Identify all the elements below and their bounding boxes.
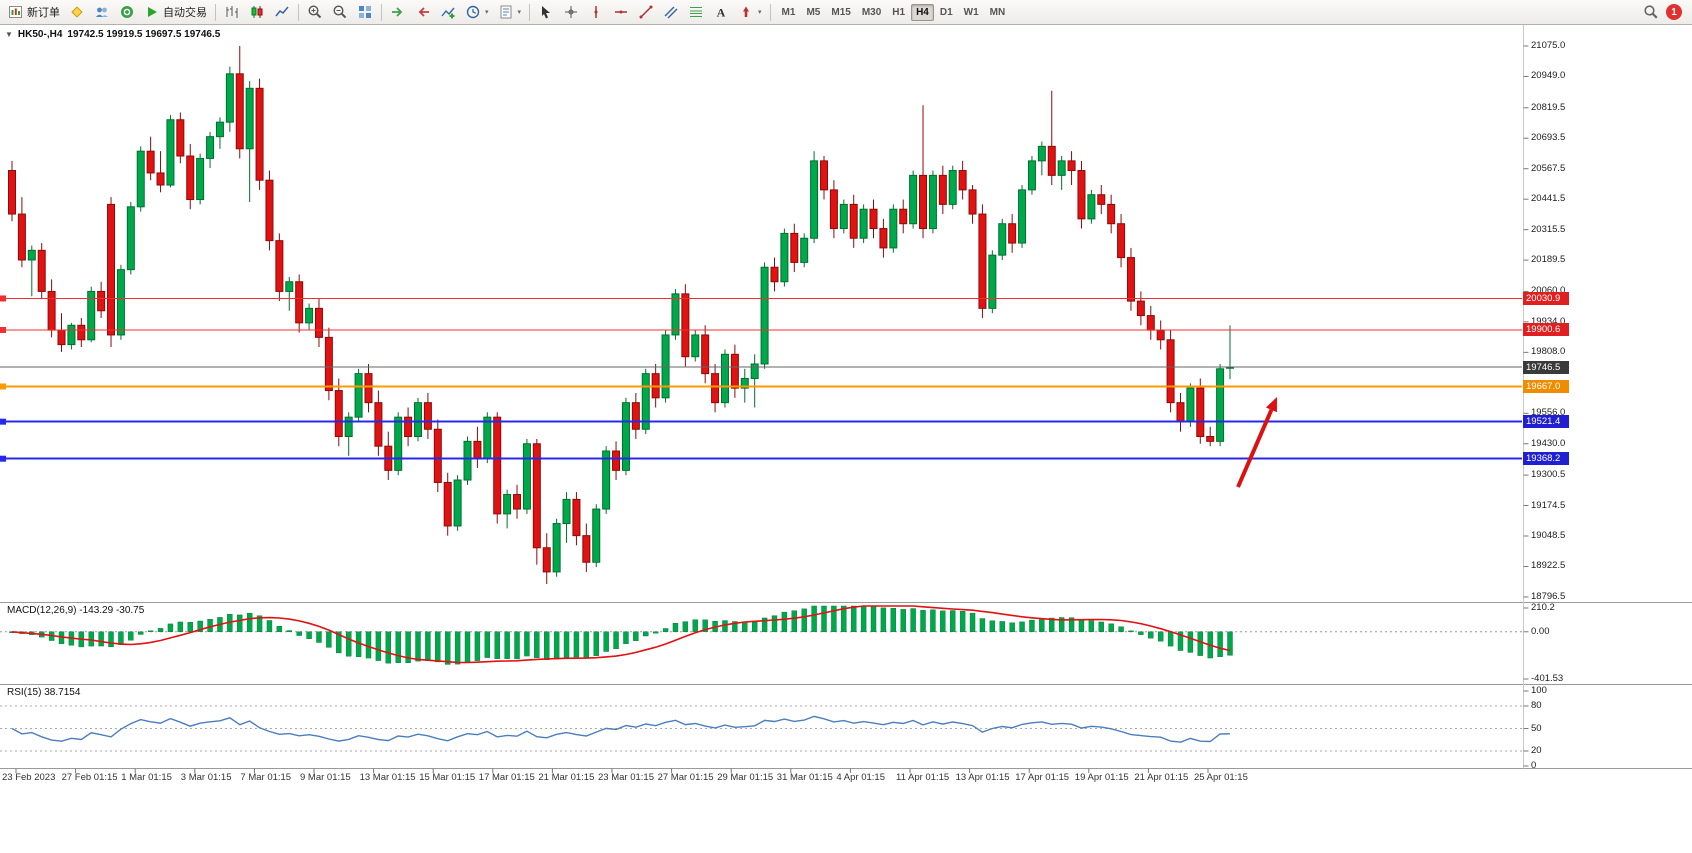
arrows-icon [743,6,750,17]
chart-menu-toggle[interactable]: ▼ [5,30,13,39]
community-icon [121,6,133,18]
channel-button[interactable] [659,2,683,23]
horizontal-line-button[interactable] [609,2,633,23]
chart-canvas[interactable] [0,25,1692,853]
timeframe-button-H1[interactable]: H1 [887,4,910,21]
indicators-icon [441,7,455,19]
channel-icon [664,6,678,19]
bar-chart-icon [226,6,238,18]
trendline-icon [639,5,653,19]
timeframe-button-D1[interactable]: D1 [935,4,958,21]
macd-values: -143.29 -30.75 [79,605,145,616]
text-button[interactable]: A [709,2,733,23]
chart-window: ▼ HK50-,H4 19742.5 19919.5 19697.5 19746… [0,25,1692,853]
horizontal-line-icon [615,10,628,14]
profiles-icon [96,7,108,17]
dropdown-caret: ▾ [517,9,522,16]
line-chart-icon [275,6,289,17]
new-order-button[interactable]: 新订单 [4,2,64,23]
text-icon: A [717,6,726,20]
auto-trading-icon [148,7,157,17]
vertical-line-button[interactable] [584,2,608,23]
rsi-value: 38.7154 [44,687,81,698]
main-toolbar: 新订单 自动交易 ▾ ▾ [0,0,1692,25]
tile-windows-icon [359,6,371,18]
periods-icon [466,5,480,19]
indicators-button[interactable] [436,2,460,23]
rsi-name: RSI(15) [7,687,42,698]
auto-trading-label: 自动交易 [163,7,207,19]
metaeditor-icon [71,6,83,18]
new-order-icon [9,6,22,18]
templates-button[interactable]: ▾ [494,2,526,23]
cursor-button[interactable] [534,2,558,23]
fibonacci-button[interactable] [684,2,708,23]
profiles-button[interactable] [90,2,114,23]
ohlc-label: 19742.5 19919.5 19697.5 19746.5 [67,29,221,40]
metaeditor-button[interactable] [65,2,89,23]
svg-text:A: A [717,6,726,20]
crosshair-icon [565,6,578,18]
toolbar-separator [381,3,382,21]
zoom-out-button[interactable] [328,2,352,23]
new-order-label: 新订单 [27,7,60,19]
periods-button[interactable]: ▾ [461,2,493,23]
templates-icon [500,5,512,19]
timeframe-toolbar: M1 M5 M15 M30 H1 H4 D1 W1 MN [777,3,1011,21]
toolbar-separator [215,3,216,21]
toolbar-separator [298,3,299,21]
chart-shift-button[interactable] [411,2,435,23]
candle-chart-button[interactable] [245,2,269,23]
search-icon [1644,5,1658,19]
toolbar-separator [529,3,531,21]
community-button[interactable] [115,2,139,23]
candle-chart-icon [251,6,263,18]
timeframe-button-M30[interactable]: M30 [857,4,886,21]
search-button[interactable] [1639,2,1663,23]
rsi-label: RSI(15) 38.7154 [7,687,80,698]
timeframe-button-H4[interactable]: H4 [911,3,934,21]
zoom-in-icon [308,5,322,19]
auto-scroll-button[interactable] [386,2,410,23]
macd-name: MACD(12,26,9) [7,605,77,616]
chart-shift-icon [418,7,429,17]
dropdown-caret: ▾ [758,9,762,16]
timeframe-button-W1[interactable]: W1 [959,4,984,21]
cursor-icon [542,6,551,19]
arrows-button[interactable]: ▾ [734,2,766,23]
fibonacci-icon [690,7,703,17]
dropdown-caret: ▾ [485,9,489,16]
chart-legend: ▼ HK50-,H4 19742.5 19919.5 19697.5 19746… [5,29,220,40]
symbol-period-label: HK50-,H4 [17,29,63,40]
trendline-button[interactable] [634,2,658,23]
zoom-out-icon [333,5,347,19]
vertical-line-icon [594,6,598,18]
auto-trading-button[interactable]: 自动交易 [140,2,211,23]
bar-chart-button[interactable] [220,2,244,23]
notification-badge[interactable]: 1 [1666,4,1682,20]
timeframe-button-MN[interactable]: MN [985,4,1011,21]
zoom-in-button[interactable] [303,2,327,23]
timeframe-button-M5[interactable]: M5 [801,4,825,21]
timeframe-button-M15[interactable]: M15 [826,4,855,21]
timeframe-button-M1[interactable]: M1 [777,4,801,21]
crosshair-button[interactable] [559,2,583,23]
line-chart-button[interactable] [270,2,294,23]
macd-label: MACD(12,26,9) -143.29 -30.75 [7,605,144,616]
toolbar-separator [769,3,771,21]
auto-scroll-icon [392,7,403,17]
tile-windows-button[interactable] [353,2,377,23]
